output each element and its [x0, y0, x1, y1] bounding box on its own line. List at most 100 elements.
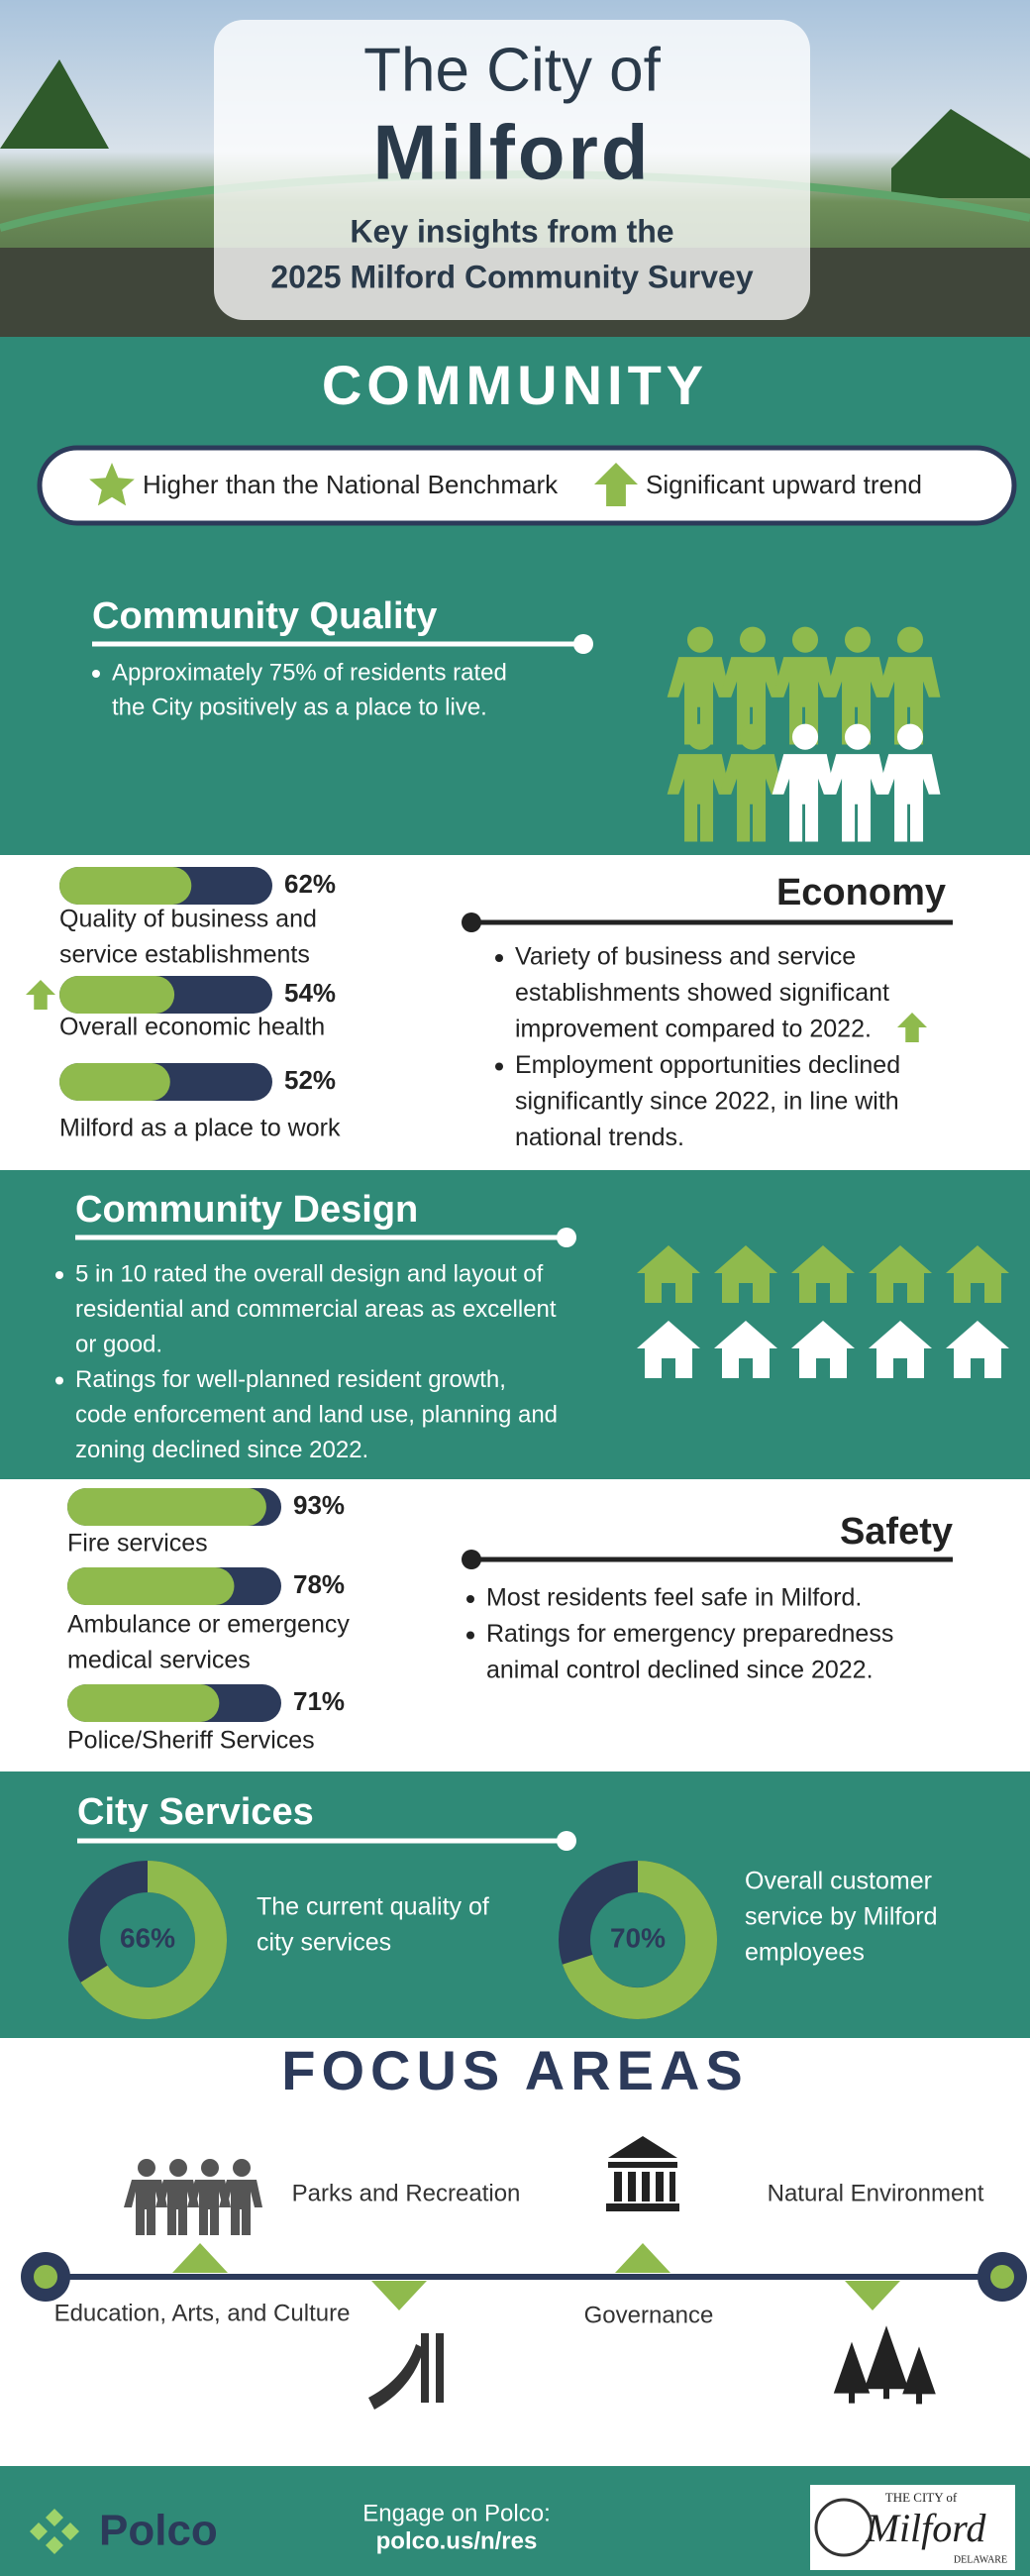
person-icon [772, 657, 836, 745]
person-icon [844, 626, 872, 653]
up-arrow-icon [594, 463, 638, 506]
donut-label: city services [257, 1929, 391, 1957]
up-arrow-icon [26, 980, 55, 1010]
bar-value: 71% [293, 1686, 345, 1716]
person-icon [719, 657, 783, 745]
person-icon [824, 657, 888, 745]
polco-mark [46, 2536, 63, 2554]
divider-dot [462, 912, 481, 932]
person-icon [233, 2159, 251, 2177]
bullet [55, 1376, 63, 1385]
bullet-text: animal control declined since 2022. [486, 1657, 874, 1684]
person-icon [739, 723, 767, 750]
title: The City of [363, 36, 662, 104]
house-door [816, 1358, 830, 1378]
donut-arc [80, 1861, 227, 2019]
donut-label: Overall customer [745, 1868, 932, 1895]
bar-label: Ambulance or emergency [67, 1611, 350, 1639]
bullet-text: residential and commercial areas as exce… [75, 1296, 557, 1323]
divider-dot [557, 1831, 576, 1851]
bullet-text: 5 in 10 rated the overall design and lay… [75, 1260, 544, 1287]
person-icon [169, 2159, 187, 2177]
bar [59, 976, 175, 1014]
bar-value: 62% [284, 869, 336, 899]
section-heading: COMMUNITY [322, 354, 708, 416]
bar-label: Police/Sheriff Services [67, 1727, 315, 1755]
polco-mark [30, 2522, 48, 2540]
bar-value: 52% [284, 1065, 336, 1095]
donut-arc [562, 1861, 717, 2019]
bullet [495, 1062, 503, 1071]
triangle-up [615, 2243, 670, 2273]
brand: Polco [99, 2507, 218, 2555]
section-title: Community Quality [92, 595, 437, 637]
legend-text: Higher than the National Benchmark [143, 470, 559, 499]
house-icon [869, 1245, 932, 1303]
divider-dot [573, 634, 593, 654]
person-icon [719, 754, 783, 842]
bullet [466, 1631, 474, 1640]
house-door [662, 1283, 675, 1303]
triangle-down [371, 2281, 427, 2310]
timeline-end-inner [990, 2265, 1014, 2289]
house-icon [714, 1245, 777, 1303]
bullet-text: code enforcement and land use, planning … [75, 1401, 558, 1428]
legend-text: Significant upward trend [646, 470, 922, 499]
house-icon [791, 1321, 855, 1378]
section-title: Community Design [75, 1189, 418, 1231]
bar-value: 93% [293, 1490, 345, 1520]
house-door [739, 1283, 753, 1303]
bar [67, 1488, 266, 1526]
donut-value: 66% [120, 1922, 175, 1953]
bar-label: medical services [67, 1647, 251, 1674]
person-icon [138, 2159, 155, 2177]
bullet-text: Ratings for well-planned resident growth… [75, 1366, 506, 1393]
triangle-up [172, 2243, 228, 2273]
house-door [739, 1358, 753, 1378]
house-icon [946, 1321, 1009, 1378]
house-door [893, 1358, 907, 1378]
title-box [214, 20, 810, 320]
person-icon [155, 2180, 199, 2235]
building-icon [606, 2136, 679, 2211]
bullet-text: the City positively as a place to live. [112, 694, 487, 720]
house-door [893, 1283, 907, 1303]
bullet-text: Most residents feel safe in Milford. [486, 1584, 862, 1612]
bullet-text: Approximately 75% of residents rated [112, 659, 507, 686]
trees [0, 59, 1030, 198]
bar-label: Overall economic health [59, 1014, 325, 1041]
house-door [816, 1283, 830, 1303]
logo-text: DELAWARE [954, 2554, 1007, 2565]
footer-text: Engage on Polco: [362, 2500, 550, 2526]
up-arrow-icon [897, 1013, 927, 1042]
bar [59, 867, 192, 905]
polco-mark [46, 2509, 63, 2526]
bullet [466, 1595, 474, 1603]
person-icon [876, 657, 941, 745]
donut-value: 70% [610, 1922, 666, 1953]
tree-icon [833, 2341, 871, 2404]
person-icon [876, 754, 941, 842]
person-icon [667, 754, 731, 842]
house-icon [637, 1321, 700, 1378]
section-title: Economy [776, 872, 946, 913]
footer-text: polco.us/n/res [376, 2527, 538, 2554]
section-title: City Services [77, 1791, 314, 1833]
bullet-text: zoning declined since 2022. [75, 1437, 368, 1463]
divider-dot [557, 1228, 576, 1247]
bullet-text: or good. [75, 1331, 162, 1357]
safety-section [0, 1479, 1030, 1771]
section-title: Safety [840, 1511, 953, 1553]
design-section [0, 1170, 1030, 1479]
bullet-text: Employment opportunities declined [515, 1051, 900, 1079]
legend [37, 445, 1017, 526]
person-icon [739, 626, 767, 653]
subtitle: Key insights from the [350, 213, 673, 249]
bar-label: service establishments [59, 941, 310, 969]
donut-label: The current quality of [257, 1893, 489, 1921]
city-seal [814, 2498, 874, 2557]
person-icon [686, 723, 714, 750]
slide-icon [368, 2333, 444, 2410]
